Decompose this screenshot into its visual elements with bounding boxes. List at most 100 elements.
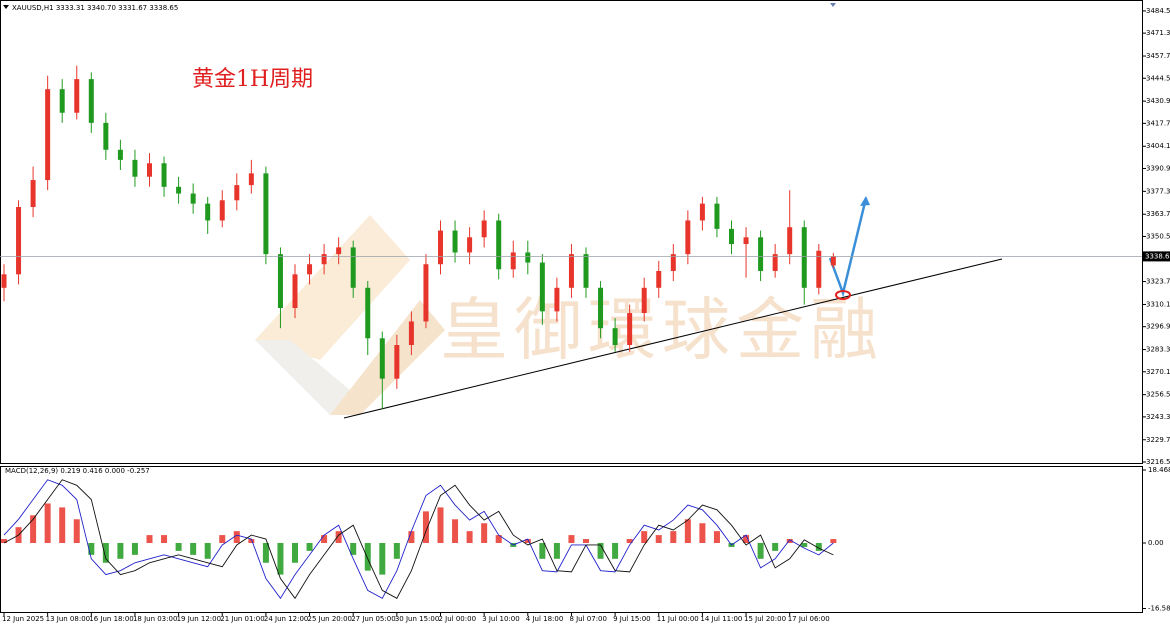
x-tick-label: 2 Jul 00:00 <box>439 615 477 623</box>
candle-body <box>379 338 385 379</box>
candle-body <box>74 79 80 113</box>
candle-body <box>830 256 836 266</box>
macd-histogram-bar <box>262 542 269 563</box>
y-tick-label: 3430.90 <box>1146 97 1170 105</box>
candle-body <box>277 254 283 308</box>
macd-histogram-bar <box>641 531 648 543</box>
candle-body <box>554 287 560 312</box>
macd-histogram-bar <box>568 535 575 543</box>
candle-body <box>612 328 618 346</box>
candle-body <box>743 237 749 245</box>
candle-body <box>234 185 240 201</box>
macd-histogram-bar <box>422 511 429 543</box>
y-tick-label: 3216.50 <box>1146 458 1170 466</box>
y-tick-label: 3270.10 <box>1146 368 1170 376</box>
candle-body <box>641 287 647 314</box>
macd-histogram-bar <box>306 542 313 551</box>
candle-body <box>583 254 589 288</box>
macd-histogram-bar <box>146 535 153 543</box>
macd-histogram-bar <box>583 539 589 543</box>
macd-histogram-bar <box>277 542 284 575</box>
signal-line <box>3 479 834 600</box>
candle-body <box>88 79 94 123</box>
candle-body <box>307 264 313 275</box>
candle-body <box>656 270 662 288</box>
main-panel <box>0 0 1143 464</box>
candle-body <box>801 227 807 288</box>
macd-histogram-bar <box>408 531 415 543</box>
macd-histogram-bar <box>131 542 138 555</box>
macd-histogram-bar <box>786 539 793 543</box>
main-plot: 3484.50 3471.30 3457.70 3444.50 3430.90 3417.… <box>0 7 1170 623</box>
x-tick-label: 19 Jun 12:00 <box>177 615 221 623</box>
macd-histogram-bar <box>684 519 691 543</box>
candle-body <box>627 313 633 346</box>
x-tick-label: 8 Jul 07:00 <box>569 615 607 623</box>
x-tick-label: 30 Jun 15:00 <box>395 615 439 623</box>
x-tick-label: 14 Jul 11:00 <box>700 615 742 623</box>
x-tick-label: 18 Jun 03:00 <box>133 615 177 623</box>
x-tick-label: 25 Jun 20:00 <box>308 615 352 623</box>
y-tick-label: 3310.10 <box>1146 300 1170 308</box>
macd-histogram-bar <box>161 535 168 543</box>
macd-histogram-bar <box>452 519 459 543</box>
candle-body <box>161 163 167 187</box>
macd-histogram-bar <box>830 539 837 543</box>
x-tick-label: 27 Jun 05:00 <box>351 615 395 623</box>
candle-body <box>598 287 604 329</box>
watermark-logo <box>255 215 445 415</box>
macd-histogram-bar <box>495 535 502 543</box>
macd-plot: 18.468 0.00 -16.582 <box>1 466 1170 613</box>
y-tick-label: 3363.70 <box>1146 210 1170 218</box>
macd-histogram-bar <box>350 542 357 555</box>
y-tick-label: 3444.50 <box>1146 74 1170 82</box>
candle-body <box>539 262 545 312</box>
chart-header: XAUUSD,H1 3333.31 3340.70 3331.67 3338.6… <box>12 4 178 12</box>
macd-histogram-bar <box>699 523 706 543</box>
macd-histogram-bar <box>466 531 473 543</box>
candle-body <box>816 250 822 288</box>
macd-histogram-bar <box>379 542 386 575</box>
macd-histogram-bar <box>757 542 764 559</box>
macd-histogram-bar <box>655 535 662 543</box>
candle-body <box>772 254 778 271</box>
macd-histogram-bar <box>59 507 66 543</box>
macd-histogram-bar <box>524 539 531 543</box>
macd-histogram-bar <box>219 535 226 543</box>
macd-histogram-bar <box>437 507 444 543</box>
candle-body <box>525 252 531 263</box>
current-price-box <box>1143 251 1170 262</box>
header-arrow <box>3 5 9 9</box>
candle-body <box>16 207 22 275</box>
macd-histogram-bar <box>815 542 822 551</box>
shift-marker <box>830 3 836 7</box>
candle-body <box>685 220 691 255</box>
forecast-arrow <box>828 197 868 298</box>
candle-body <box>45 89 51 181</box>
x-tick-label: 13 Jun 08:00 <box>46 615 90 623</box>
x-tick-label: 11 Jul 00:00 <box>657 615 699 623</box>
candle-body <box>205 203 211 221</box>
candle-body <box>30 180 36 208</box>
candle-body <box>365 287 371 339</box>
x-tick-label: 17 Jul 06:00 <box>788 615 830 623</box>
candle-body <box>467 237 473 253</box>
macd-histogram-bar <box>553 542 560 559</box>
macd-histogram-bar <box>597 542 604 559</box>
y-tick-label: 3390.90 <box>1146 164 1170 172</box>
candle-body <box>568 254 574 288</box>
current-price-label: 3338.65 <box>1145 252 1170 260</box>
macd-histogram-bar <box>772 542 779 551</box>
candle-body <box>699 203 705 221</box>
macd-histogram-bar <box>626 539 633 543</box>
y-tick-label: 3256.50 <box>1146 391 1170 399</box>
y-tick-label: 3484.50 <box>1146 7 1170 15</box>
macd-histogram-bar <box>204 542 211 559</box>
candle-body <box>670 254 676 271</box>
y-tick-label: 3417.70 <box>1146 119 1170 127</box>
macd-histogram-bar <box>117 542 124 559</box>
y-tick-label: 3457.70 <box>1146 52 1170 60</box>
x-tick-label: 4 Jul 18:00 <box>526 615 564 623</box>
touch-circle <box>835 290 851 300</box>
macd-histogram-bar <box>30 515 37 543</box>
